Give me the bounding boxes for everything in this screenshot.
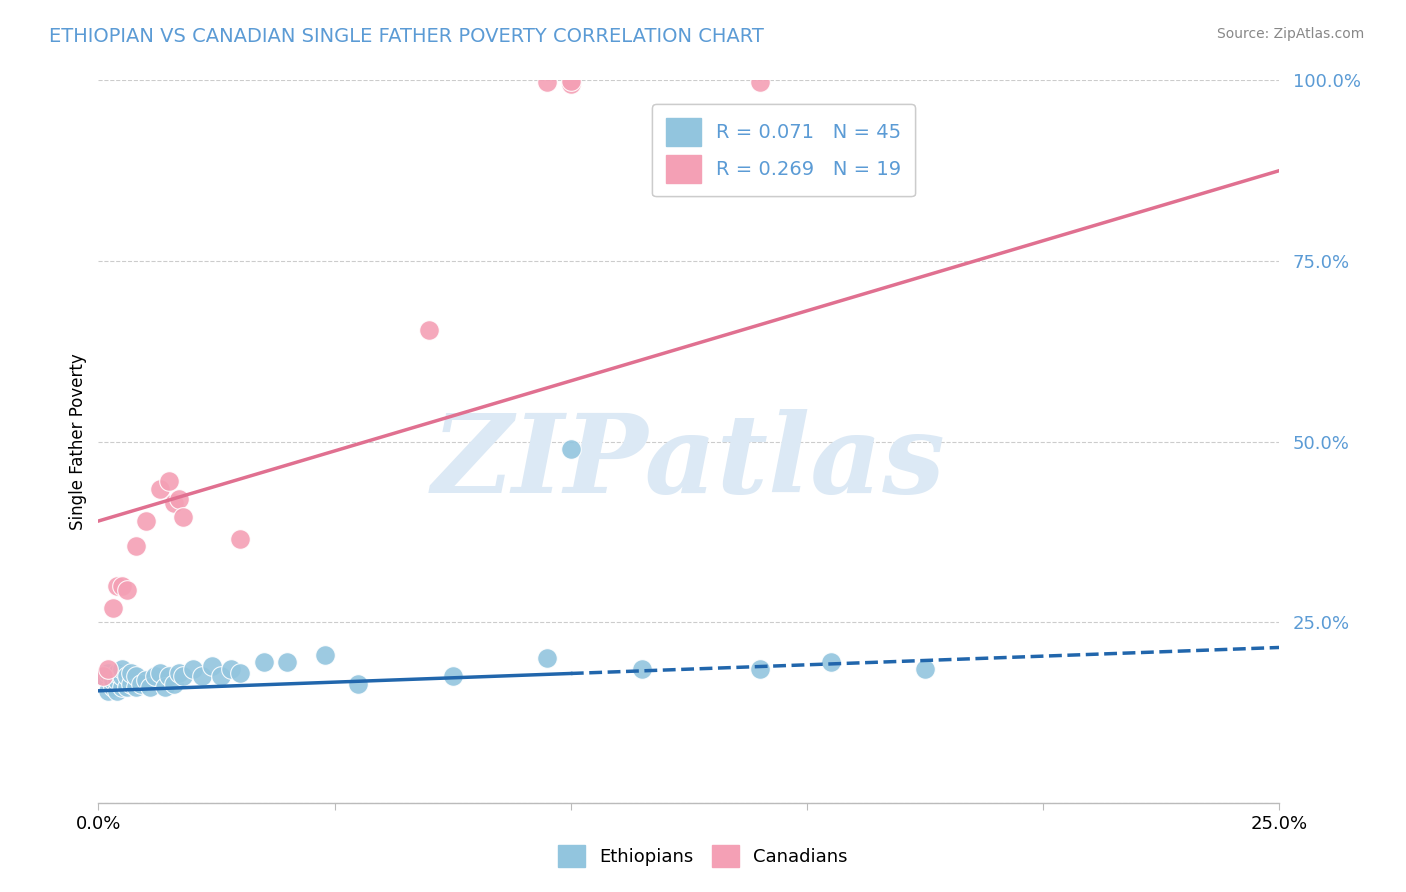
Point [97,662,120,676]
Point [149,482,172,496]
Point [418,322,440,336]
Point [105,579,128,593]
Point [91,669,114,683]
Point [181,662,204,676]
Point [167,665,190,680]
Legend: Ethiopians, Canadians: Ethiopians, Canadians [551,838,855,874]
Point [125,680,148,694]
Point [253,655,276,669]
Text: ETHIOPIAN VS CANADIAN SINGLE FATHER POVERTY CORRELATION CHART: ETHIOPIAN VS CANADIAN SINGLE FATHER POVE… [49,27,763,45]
Point [191,669,214,683]
Point [97,683,120,698]
Point [111,662,134,676]
Point [105,673,128,687]
Point [153,680,176,694]
Point [111,669,134,683]
Point [536,651,558,665]
Y-axis label: Single Father Poverty: Single Father Poverty [69,353,87,530]
Point [536,75,558,89]
Point [139,680,162,694]
Point [560,74,582,88]
Point [105,683,128,698]
Point [101,673,124,687]
Point [820,655,842,669]
Point [560,442,582,456]
Point [115,582,138,597]
Point [157,475,180,489]
Point [121,676,143,690]
Point [229,665,252,680]
Point [172,510,194,524]
Point [125,539,148,553]
Point [347,676,370,690]
Point [105,665,128,680]
Point [209,669,232,683]
Point [167,492,190,507]
Point [157,669,180,683]
Point [219,662,242,676]
Point [97,665,120,680]
Point [441,669,464,683]
Point [143,669,166,683]
Point [135,514,157,528]
Point [135,673,157,687]
Point [115,680,138,694]
Point [163,676,186,690]
Text: Source: ZipAtlas.com: Source: ZipAtlas.com [1216,27,1364,41]
Point [125,669,148,683]
Point [560,77,582,91]
Point [111,680,134,694]
Point [115,669,138,683]
Point [121,665,143,680]
Point [91,669,114,683]
Point [314,648,336,662]
Point [163,496,186,510]
Point [149,665,172,680]
Point [111,579,134,593]
Legend: R = 0.071   N = 45, R = 0.269   N = 19: R = 0.071 N = 45, R = 0.269 N = 19 [652,104,915,196]
Point [748,75,770,89]
Point [101,676,124,690]
Point [914,662,936,676]
Point [101,600,124,615]
Point [630,662,652,676]
Point [129,676,152,690]
Point [748,662,770,676]
Text: ZIPatlas: ZIPatlas [432,409,946,517]
Point [201,658,224,673]
Point [172,669,194,683]
Point [276,655,298,669]
Point [101,680,124,694]
Point [229,532,252,546]
